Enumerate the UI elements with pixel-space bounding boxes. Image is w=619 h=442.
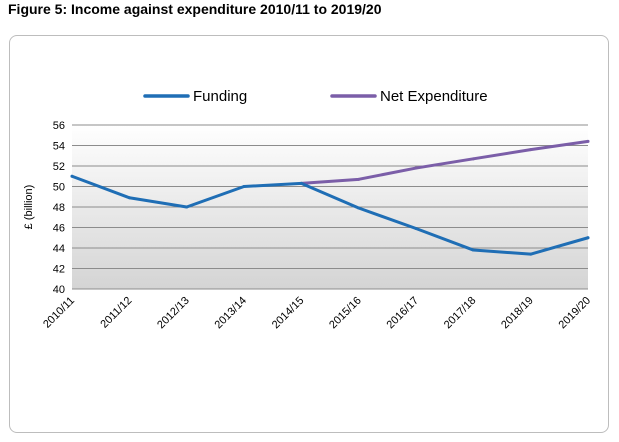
- data-point: [414, 166, 418, 170]
- x-axis-ticks: 2010/11 2011/12 2012/13 2013/14 2014/15 2015/…: [41, 295, 593, 332]
- x-tick-label: 2013/14: [213, 295, 250, 332]
- x-tick-label: 2012/13: [155, 295, 192, 332]
- data-point: [299, 181, 303, 185]
- y-tick-label: 56: [53, 120, 65, 132]
- x-tick-label: 2019/20: [557, 295, 594, 332]
- y-tick-label: 48: [53, 202, 65, 214]
- x-tick-label: 2017/18: [442, 295, 479, 332]
- y-tick-label: 40: [53, 284, 65, 296]
- x-tick-label: 2016/17: [385, 295, 422, 332]
- data-point: [471, 157, 475, 161]
- y-axis-label: £ (billion): [23, 185, 35, 230]
- x-tick-label: 2015/16: [327, 295, 364, 332]
- data-point: [127, 196, 131, 200]
- y-tick-label: 54: [53, 141, 65, 153]
- data-point: [529, 148, 533, 152]
- y-tick-label: 46: [53, 223, 65, 235]
- y-axis-ticks: 40 42 44 46 48 50 52 54 56: [53, 120, 65, 296]
- x-tick-label: 2014/15: [270, 295, 307, 332]
- data-point: [414, 227, 418, 231]
- data-point: [586, 236, 590, 240]
- data-point: [586, 139, 590, 143]
- x-tick-label: 2010/11: [41, 295, 77, 331]
- series-line-net-expenditure: [299, 139, 590, 185]
- y-tick-label: 50: [53, 182, 65, 194]
- gridlines: [72, 124, 588, 290]
- legend-label-funding: Funding: [193, 88, 247, 105]
- x-tick-label: 2018/19: [499, 295, 536, 332]
- y-tick-label: 52: [53, 161, 65, 173]
- x-tick-label: 2011/12: [98, 295, 134, 331]
- figure-title: Figure 5: Income against expenditure 201…: [8, 1, 382, 17]
- series-line-funding: [70, 174, 590, 256]
- y-tick-label: 44: [53, 243, 65, 255]
- data-point: [471, 248, 475, 252]
- data-point: [529, 252, 533, 256]
- legend: Funding Net Expenditure: [143, 88, 488, 105]
- series-lines: [70, 139, 590, 256]
- data-point: [70, 174, 74, 178]
- data-point: [185, 205, 189, 209]
- data-point: [357, 177, 361, 181]
- data-point: [242, 185, 246, 188]
- data-point: [357, 206, 361, 210]
- legend-label-net-expenditure: Net Expenditure: [380, 88, 488, 105]
- y-tick-label: 42: [53, 264, 65, 276]
